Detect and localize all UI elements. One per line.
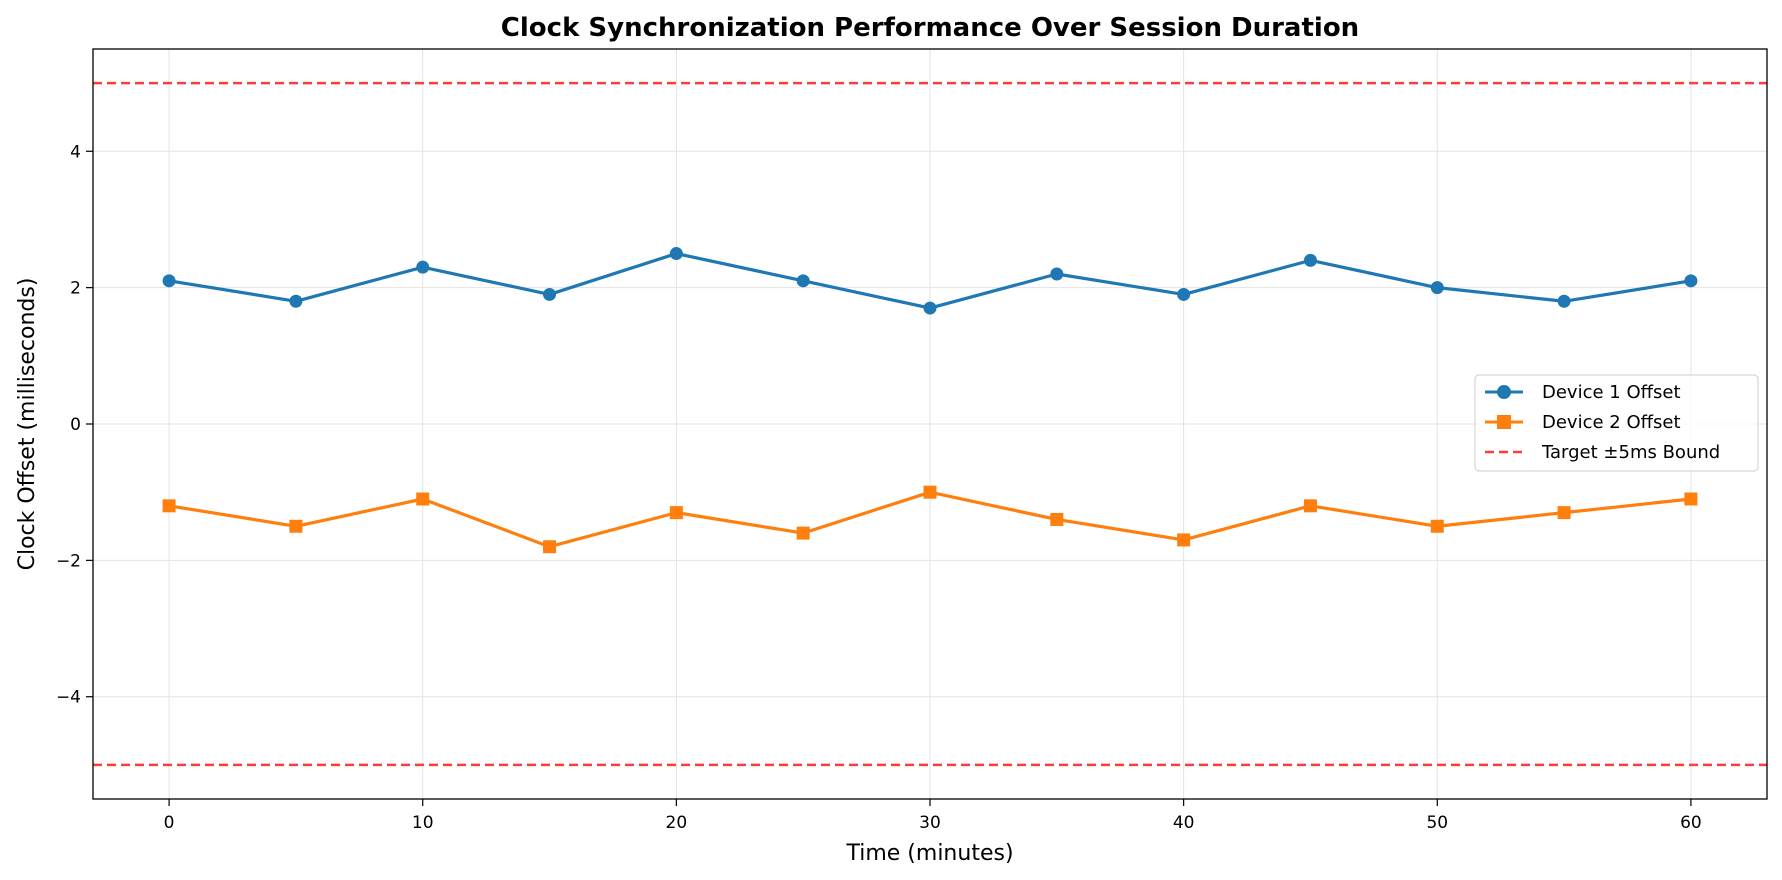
data-point-device-1 xyxy=(543,287,557,301)
data-point-device-2 xyxy=(923,485,937,499)
data-point-device-2 xyxy=(1430,519,1444,533)
data-point-device-2 xyxy=(796,526,810,540)
x-axis-ticks: 0 10 20 30 40 50 60 xyxy=(164,799,1702,833)
series-layer xyxy=(162,247,1698,554)
data-point-device-2 xyxy=(543,540,557,554)
legend-label-device-2: Device 2 Offset xyxy=(1542,412,1681,433)
legend-label-target-bound: Target ±5ms Bound xyxy=(1541,442,1720,463)
data-point-device-2 xyxy=(1050,512,1064,526)
data-point-device-1 xyxy=(1303,253,1317,267)
y-axis-ticks: −4 −2 0 2 4 xyxy=(56,142,93,708)
data-point-device-2 xyxy=(416,492,430,506)
y-tick-label: −2 xyxy=(56,551,81,571)
data-point-device-1 xyxy=(1684,274,1698,288)
data-point-device-1 xyxy=(1557,294,1571,308)
legend: Device 1 Offset Device 2 Offset Target ±… xyxy=(1474,374,1759,472)
chart-title: Clock Synchronization Performance Over S… xyxy=(501,13,1359,43)
x-axis-label: Time (minutes) xyxy=(845,841,1013,866)
x-tick-label: 50 xyxy=(1426,813,1448,833)
x-tick-label: 40 xyxy=(1173,813,1195,833)
series-1 xyxy=(162,247,1698,315)
data-point-device-1 xyxy=(923,301,937,315)
x-tick-label: 60 xyxy=(1680,813,1702,833)
x-tick-label: 10 xyxy=(412,813,434,833)
y-tick-label: 0 xyxy=(70,415,81,435)
data-point-device-2 xyxy=(162,499,176,513)
data-point-device-1 xyxy=(1177,287,1191,301)
legend-box xyxy=(1474,374,1759,472)
legend-marker-device-1 xyxy=(1497,385,1511,399)
data-point-device-1 xyxy=(1430,281,1444,295)
y-tick-label: 2 xyxy=(70,279,81,299)
data-point-device-1 xyxy=(289,294,303,308)
legend-item-device-2: Device 2 Offset xyxy=(1485,412,1681,433)
data-point-device-1 xyxy=(416,260,430,274)
legend-item-device-1: Device 1 Offset xyxy=(1485,382,1681,403)
y-tick-label: −4 xyxy=(56,688,81,708)
data-point-device-2 xyxy=(1177,533,1191,547)
data-point-device-1 xyxy=(669,247,683,261)
data-point-device-2 xyxy=(289,519,303,533)
data-point-device-1 xyxy=(796,274,810,288)
data-point-device-2 xyxy=(1557,506,1571,520)
series-2 xyxy=(162,485,1698,554)
data-point-device-1 xyxy=(162,274,176,288)
legend-marker-device-2 xyxy=(1497,415,1511,429)
legend-item-target-bound: Target ±5ms Bound xyxy=(1485,442,1720,463)
data-point-device-2 xyxy=(1684,492,1698,506)
data-point-device-1 xyxy=(1050,267,1064,281)
legend-label-device-1: Device 1 Offset xyxy=(1542,382,1681,403)
data-point-device-2 xyxy=(669,506,683,520)
x-tick-label: 0 xyxy=(164,813,175,833)
x-tick-label: 30 xyxy=(919,813,941,833)
x-tick-label: 20 xyxy=(666,813,688,833)
y-tick-label: 4 xyxy=(70,142,81,162)
y-axis-label: Clock Offset (milliseconds) xyxy=(15,278,40,571)
data-point-device-2 xyxy=(1303,499,1317,513)
